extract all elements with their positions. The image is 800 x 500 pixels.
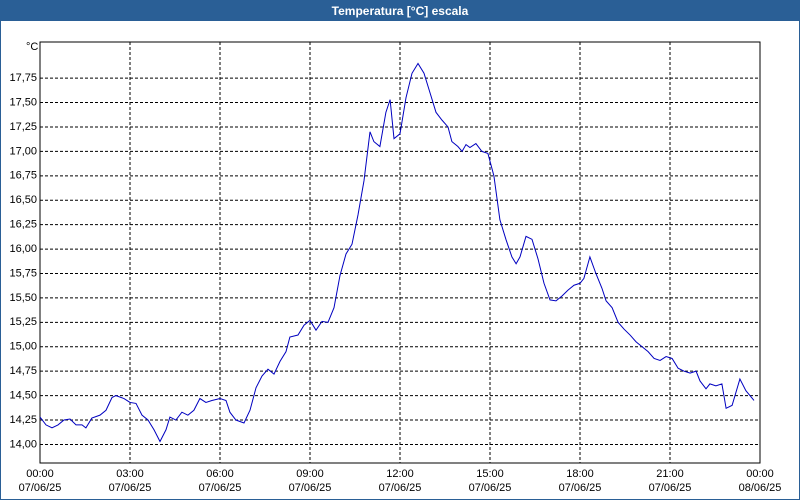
y-tick-label: 16,75 [9,170,37,182]
y-tick-label: 16,50 [9,194,37,206]
y-tick-label: 16,00 [9,243,37,255]
y-tick-label: 16,25 [9,219,37,231]
x-tick-label: 15:00 07/06/25 [468,468,512,494]
x-tick-label: 03:00 07/06/25 [108,468,152,494]
chart-title: Temperatura [°C] escala [1,1,799,21]
y-axis-label: °C [26,41,38,53]
x-tick-label: 06:00 07/06/25 [198,468,242,494]
x-tick-label: 00:00 07/06/25 [18,468,62,494]
y-tick-label: 14,50 [9,390,37,402]
y-tick-label: 17,50 [9,96,37,108]
y-tick-label: 14,25 [9,414,37,426]
y-tick-label: 14,75 [9,365,37,377]
x-tick-label: 00:00 08/06/25 [738,468,782,494]
x-tick-label: 12:00 07/06/25 [378,468,422,494]
y-tick-label: 17,25 [9,121,37,133]
x-tick-label: 18:00 07/06/25 [558,468,602,494]
y-tick-label: 15,50 [9,292,37,304]
y-tick-label: 15,00 [9,341,37,353]
x-tick-label: 09:00 07/06/25 [288,468,332,494]
line [39,62,755,443]
y-tick-label: 14,00 [9,438,37,450]
y-tick-label: 17,75 [9,72,37,84]
x-tick-label: 21:00 07/06/25 [648,468,692,494]
plot-frame [39,41,761,464]
y-tick-label: 15,75 [9,267,37,279]
y-tick-label: 17,00 [9,145,37,157]
y-tick-label: 15,25 [9,316,37,328]
